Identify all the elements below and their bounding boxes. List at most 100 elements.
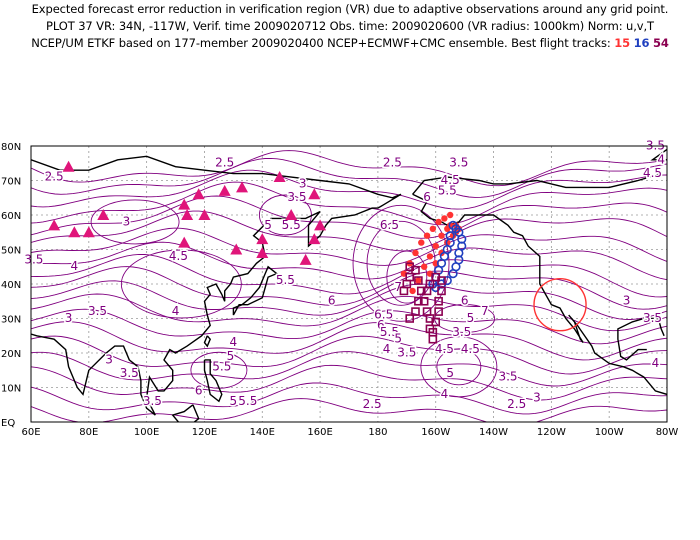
contour-value-label: 4 <box>657 152 665 166</box>
lat-tick-label: EQ <box>1 418 15 429</box>
track-16-point <box>445 231 455 241</box>
contour-line <box>31 351 667 387</box>
observation-triangle <box>68 226 81 238</box>
observation-triangle <box>82 226 95 238</box>
contour-line <box>31 280 667 320</box>
track-label-3: 54 <box>652 36 669 50</box>
coastlines <box>31 148 667 422</box>
contour-value-label: 4 <box>652 356 660 370</box>
contour-line <box>31 364 667 401</box>
contour-line <box>31 308 667 345</box>
contour-value-label: 5.5 <box>282 218 301 232</box>
lat-tick-label: 40N <box>1 280 21 291</box>
contour-value-label: 4 <box>383 342 391 356</box>
contour-value-label: 3 <box>123 214 131 228</box>
figure-title-line1: Expected forecast error reduction in ver… <box>31 2 669 16</box>
track-54-point <box>419 296 429 306</box>
contour-value-label: 6 <box>195 383 203 397</box>
track-54-point <box>434 296 443 306</box>
observation-triangle <box>308 233 321 245</box>
contour-value-label: 2.5 <box>363 397 382 411</box>
observation-triangle <box>256 246 269 258</box>
contour-value-label: 3.5 <box>646 138 665 152</box>
contour-line <box>31 169 667 210</box>
contour-value-label: 6 <box>461 294 469 308</box>
lon-tick-label: 160W <box>421 427 450 438</box>
lat-tick-label: 20N <box>1 349 21 360</box>
contour-line <box>31 241 667 281</box>
contour-labels: 2.532.533.52.5 3.54.55.566.53.544.53.5 44.… <box>23 137 667 413</box>
contour-value-label: 4.5 <box>643 166 662 180</box>
observation-triangle <box>299 253 312 265</box>
lat-tick-label: 10N <box>1 384 21 395</box>
contour-line <box>31 382 667 415</box>
track-54-point <box>414 296 423 306</box>
contour-value-label: 2.5 <box>215 156 234 170</box>
track-15-point <box>420 263 428 270</box>
observation-triangle <box>198 209 211 220</box>
contour-value-label: 2.5 <box>45 170 64 184</box>
observation-triangle <box>285 209 298 220</box>
lon-tick-label: 80W <box>656 427 679 438</box>
lon-tick-label: 140W <box>479 427 508 438</box>
coastline-segment <box>617 317 665 361</box>
contour-loop <box>386 250 428 304</box>
track-54-point <box>431 272 441 282</box>
contour-value-label: 3.5 <box>24 252 43 266</box>
track-54-point <box>428 327 438 337</box>
coastline-segment <box>650 148 667 161</box>
track-54-point <box>431 317 441 327</box>
lat-tick-label: 80N <box>1 142 21 153</box>
contour-value-label: 5.5 <box>238 394 257 408</box>
contour-value-label: 4 <box>71 259 79 273</box>
lon-tick-label: 120W <box>537 427 566 438</box>
observation-triangle <box>236 181 249 193</box>
contour-value-label: 3 <box>65 311 73 325</box>
lon-tick-label: 140E <box>250 427 275 438</box>
contour-value-label: 5 <box>467 311 475 325</box>
contour-line <box>31 398 667 422</box>
contour-loop <box>352 204 450 322</box>
figure-title-line2: PLOT 37 VR: 34N, -117W, Verif. time 2009… <box>46 19 654 33</box>
contour-loop <box>436 348 482 386</box>
lat-tick-label: 50N <box>1 246 21 257</box>
track-54-point <box>411 307 420 316</box>
contour-value-label: 4 <box>441 387 449 401</box>
lon-tick-label: 100W <box>595 427 624 438</box>
contour-line <box>31 293 667 332</box>
track-15-point <box>429 225 437 232</box>
lon-tick-label: 180 <box>368 427 387 438</box>
observation-triangle <box>256 233 269 245</box>
contour-line <box>31 150 667 187</box>
contour-value-label: 6.5 <box>380 218 399 232</box>
contour-value-label: 3.5 <box>120 366 139 380</box>
contour-value-label: 5 <box>446 366 454 380</box>
observation-triangle <box>178 236 191 248</box>
track-15-point <box>444 239 451 246</box>
track-15-point <box>441 215 448 222</box>
coastline-segment <box>203 359 223 403</box>
track-15-point <box>409 287 416 295</box>
contour-loop <box>90 199 180 245</box>
track-54-point <box>411 265 420 275</box>
contour-value-label: 2.5 <box>383 156 402 170</box>
contour-value-label: 3.5 <box>452 325 471 339</box>
verification-region <box>533 277 587 332</box>
contour-value-label: 3.5 <box>287 190 306 204</box>
contour-value-label: 3 <box>299 176 307 190</box>
lon-tick-label: 80E <box>79 427 98 438</box>
contour-value-label: 3 <box>533 390 541 404</box>
contour-value-label: 5.5 <box>380 325 399 339</box>
contour-value-label: 5 <box>394 332 402 346</box>
axis-labels: 80N 70N 60N 50N 40N 30N 20N 10N EQ 60E 80E 100E 120E… <box>1 142 678 438</box>
contour-value-label: 4 <box>230 335 238 349</box>
verification-circle <box>533 277 587 332</box>
coastline-segment <box>232 265 279 316</box>
observation-triangle <box>314 219 327 231</box>
observation-triangle <box>181 209 194 220</box>
contour-value-label: 4.5 <box>441 173 460 187</box>
contour-value-label: 7 <box>481 304 489 318</box>
observation-triangle <box>273 171 286 183</box>
contour-value-label: 6 <box>423 190 431 204</box>
